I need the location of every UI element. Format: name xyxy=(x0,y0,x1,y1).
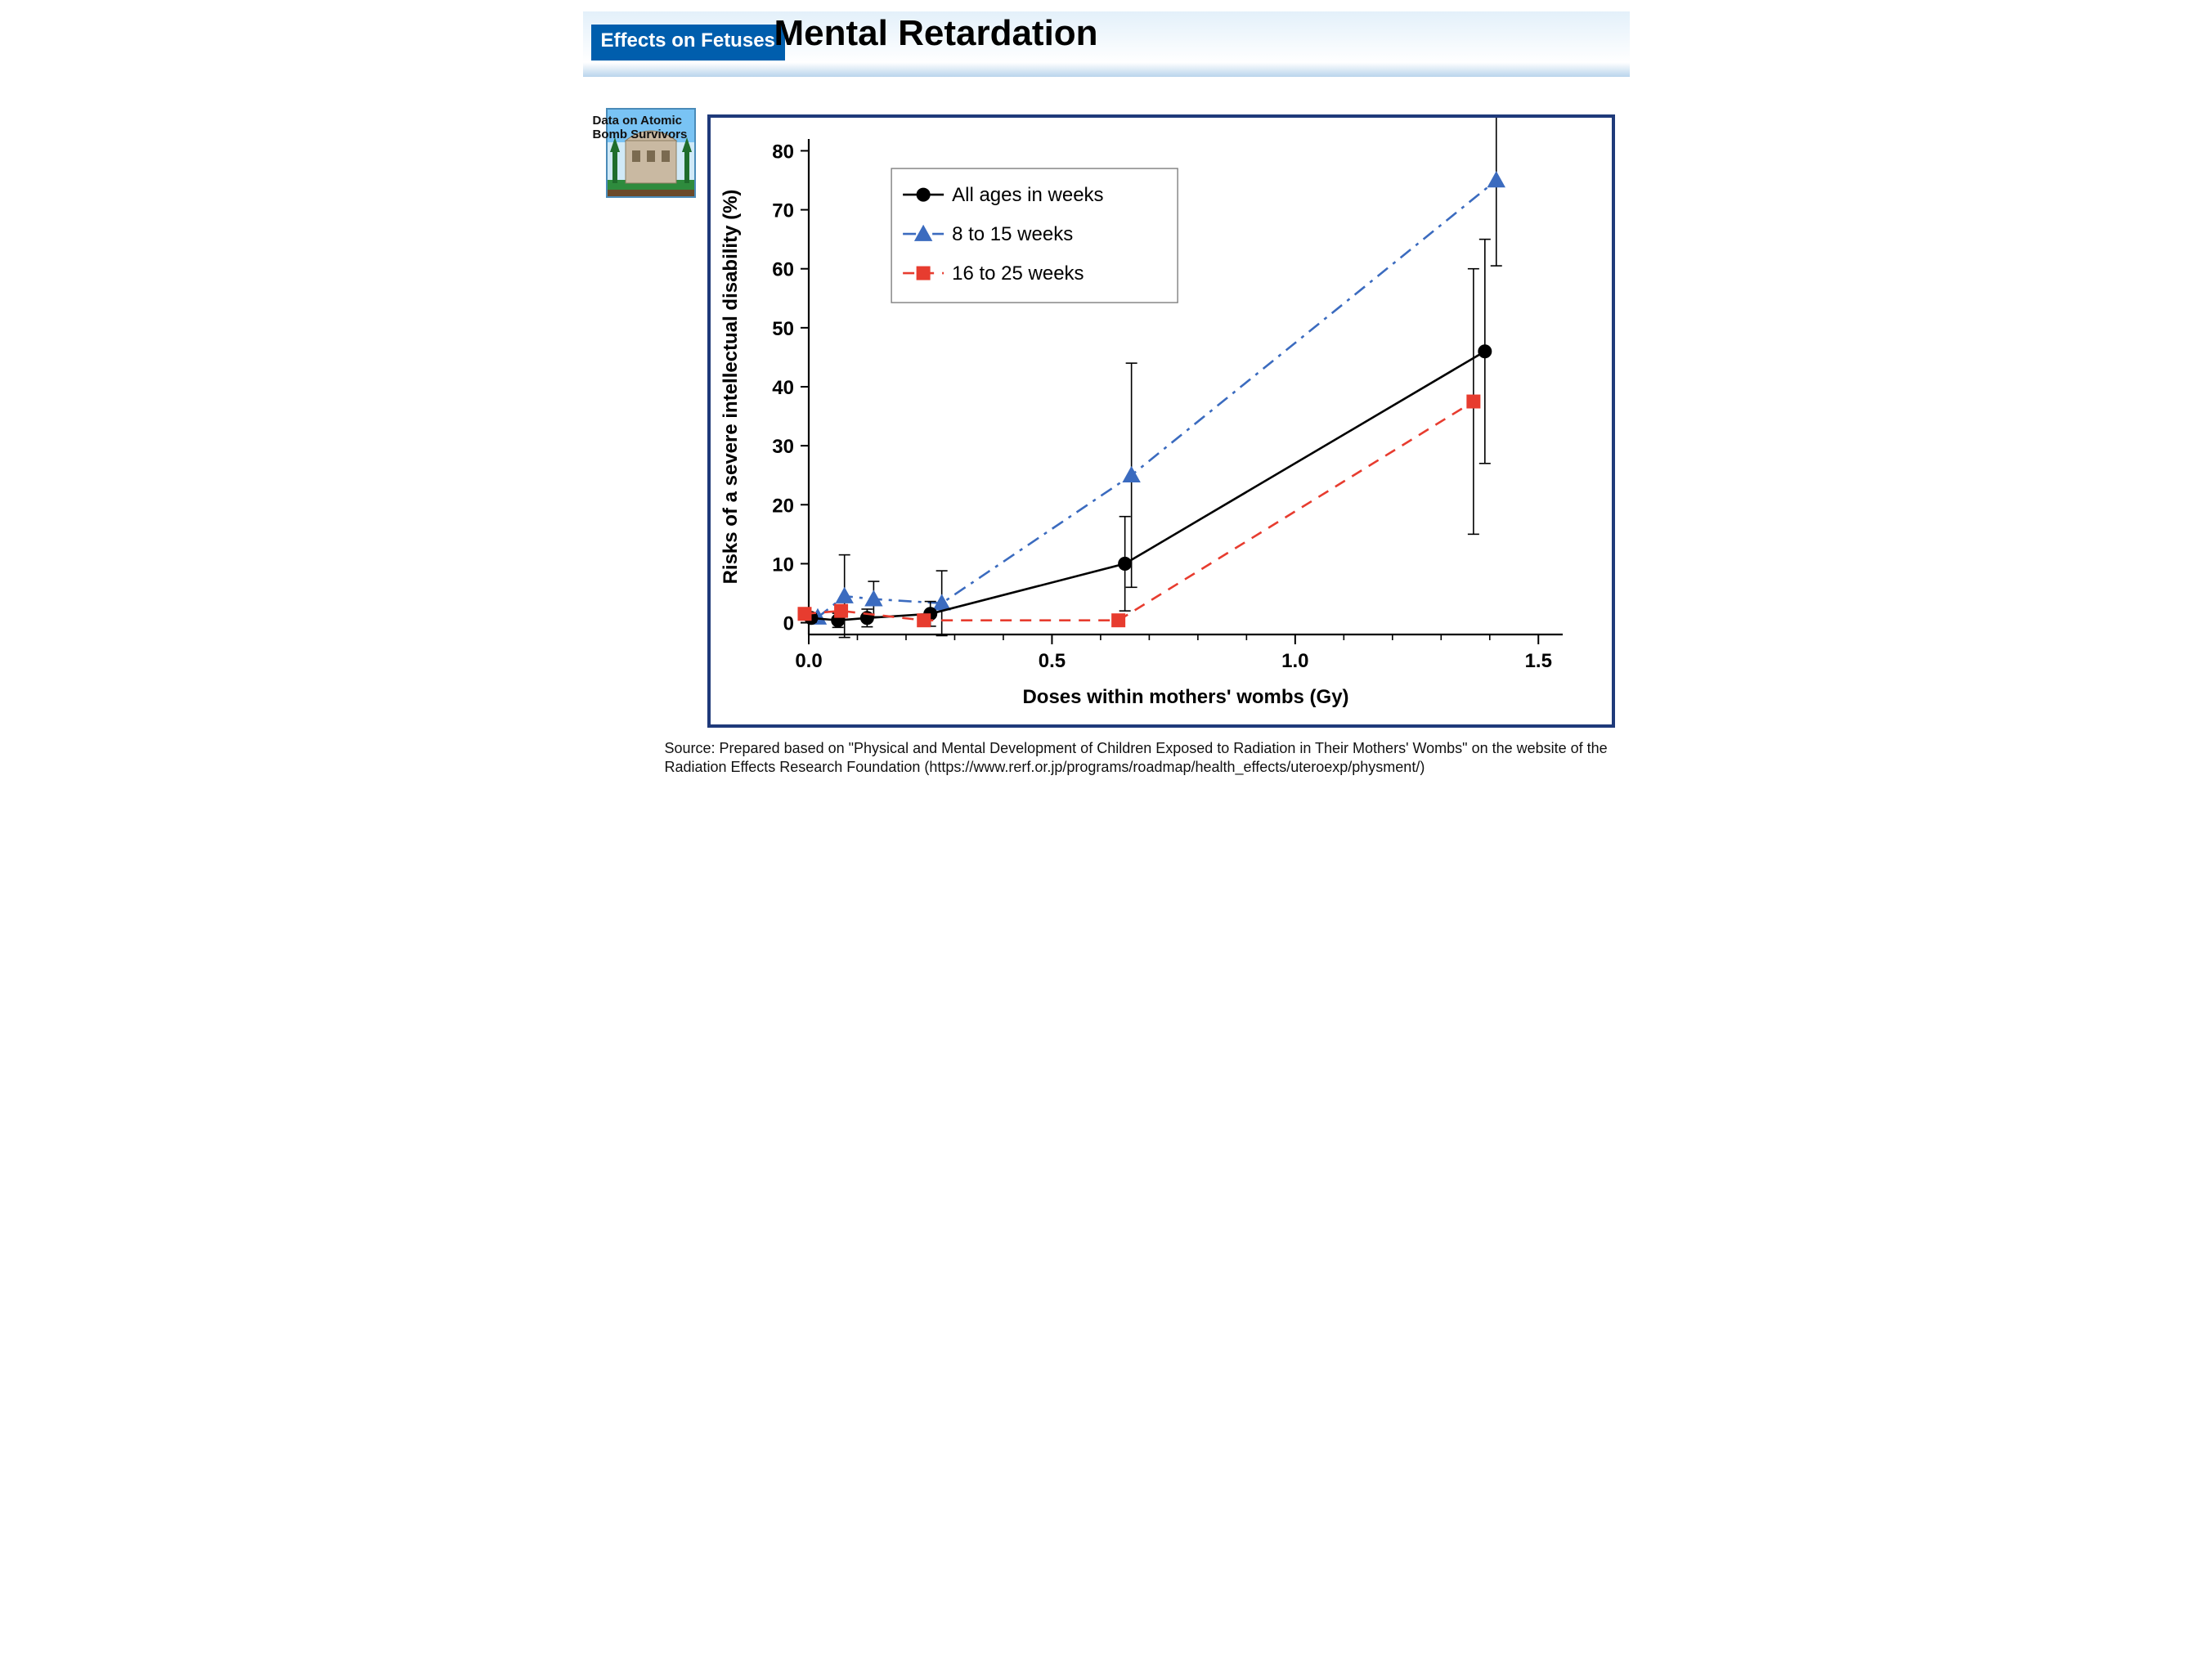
svg-text:10: 10 xyxy=(772,554,794,576)
svg-text:20: 20 xyxy=(772,495,794,517)
svg-text:40: 40 xyxy=(772,377,794,399)
chart-frame: 0 10 20 30 40 50 60 70 80 0.0 0.5 1.0 1.5 Doses withi… xyxy=(707,114,1615,728)
svg-text:70: 70 xyxy=(772,200,794,222)
svg-text:8 to 15 weeks: 8 to 15 weeks xyxy=(952,223,1073,245)
source-text: Source: Prepared based on "Physical and … xyxy=(665,739,1617,778)
side-note-line2: Bomb Survivors xyxy=(593,128,688,141)
side-note-line1: Data on Atomic xyxy=(593,114,682,128)
svg-text:Risks of a severe intellectual: Risks of a severe intellectual disabilit… xyxy=(720,190,742,585)
svg-text:Doses within mothers' wombs (G: Doses within mothers' wombs (Gy) xyxy=(1022,686,1348,708)
svg-text:0.5: 0.5 xyxy=(1038,650,1065,672)
svg-text:All ages in weeks: All ages in weeks xyxy=(952,184,1103,206)
side-note: Data on Atomic Bomb Survivors xyxy=(593,114,688,142)
svg-text:1.5: 1.5 xyxy=(1524,650,1551,672)
page-title: Mental Retardation xyxy=(774,13,1098,54)
slide-root: Effects on Fetuses Mental Retardation Da… xyxy=(583,0,1630,785)
svg-text:0: 0 xyxy=(783,613,793,635)
svg-text:1.0: 1.0 xyxy=(1281,650,1308,672)
chart-svg: 0 10 20 30 40 50 60 70 80 0.0 0.5 1.0 1.5 Doses withi… xyxy=(711,118,1612,724)
svg-text:30: 30 xyxy=(772,436,794,458)
svg-text:0.0: 0.0 xyxy=(795,650,822,672)
category-badge: Effects on Fetuses xyxy=(591,25,785,61)
svg-text:80: 80 xyxy=(772,141,794,163)
svg-text:60: 60 xyxy=(772,259,794,281)
svg-text:16 to 25 weeks: 16 to 25 weeks xyxy=(952,262,1084,285)
svg-text:50: 50 xyxy=(772,318,794,340)
